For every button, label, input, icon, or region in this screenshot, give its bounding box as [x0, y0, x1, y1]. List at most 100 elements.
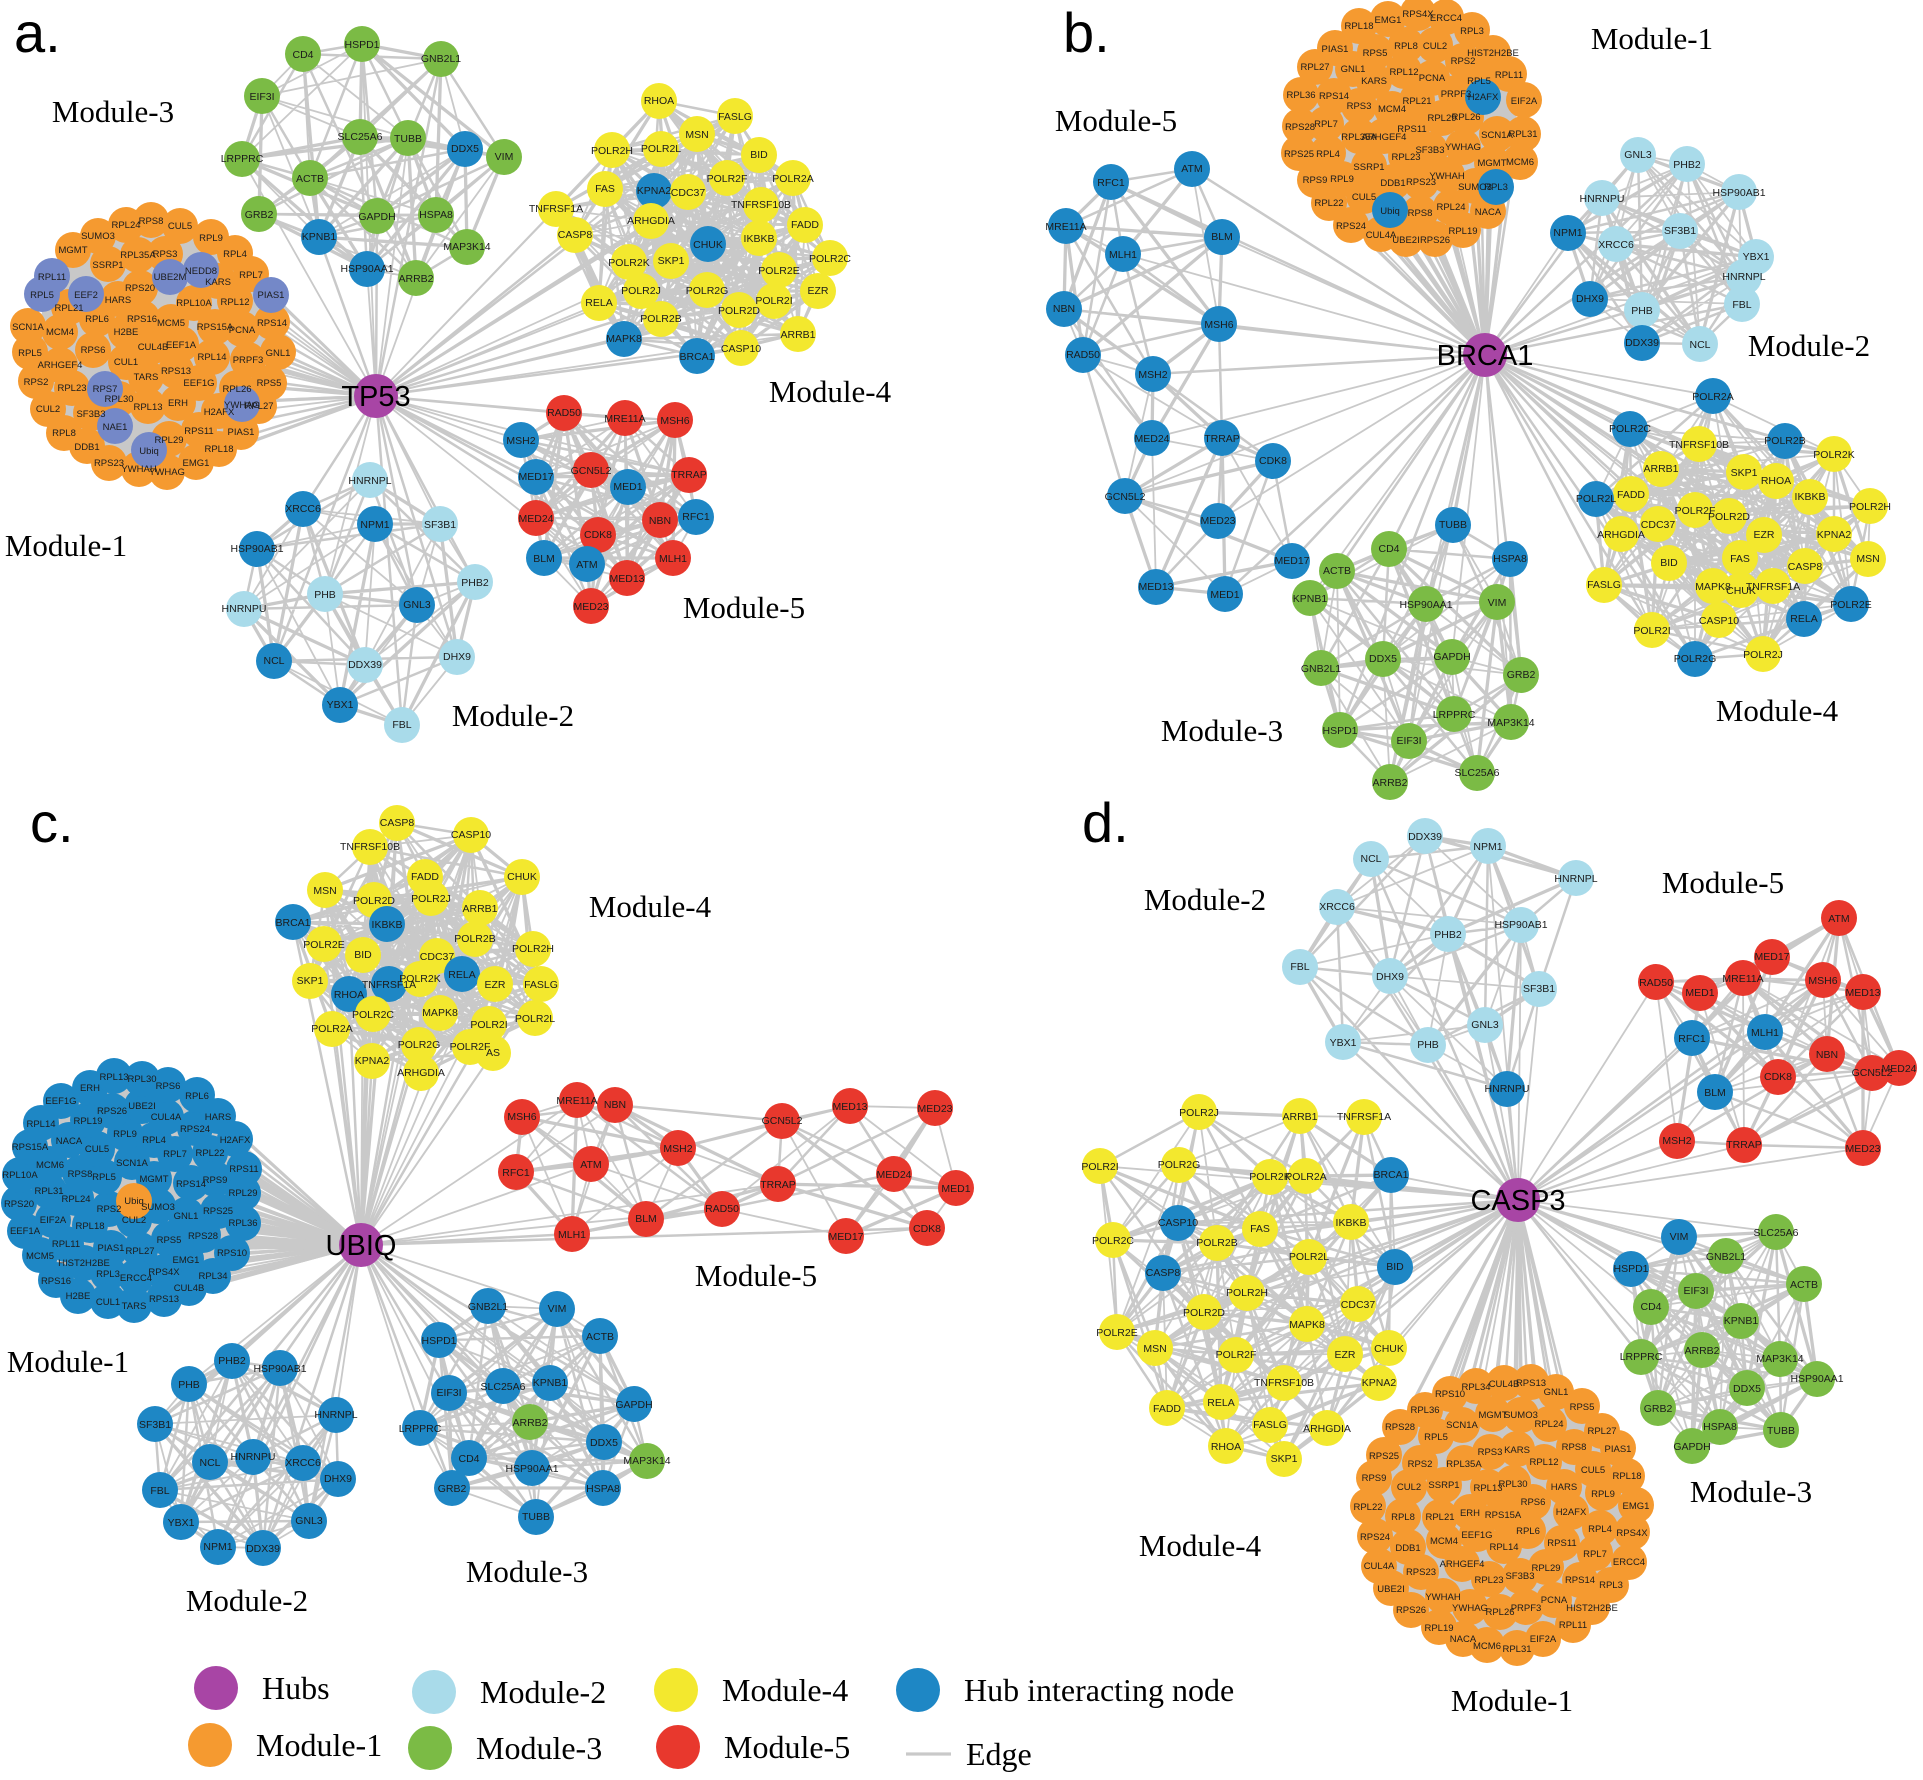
- svg-text:Module-1: Module-1: [7, 1344, 129, 1379]
- svg-text:RPS2: RPS2: [97, 1204, 122, 1215]
- svg-text:CUL4A: CUL4A: [1364, 1561, 1395, 1572]
- svg-text:SKP1: SKP1: [1731, 467, 1758, 479]
- svg-text:SF3B3: SF3B3: [76, 409, 105, 420]
- svg-text:YWHAG: YWHAG: [1452, 1603, 1488, 1614]
- svg-text:MCM6: MCM6: [36, 1160, 64, 1171]
- svg-text:Module-2: Module-2: [452, 698, 574, 733]
- svg-text:POLR2I: POLR2I: [1081, 1161, 1118, 1173]
- svg-text:HSPD1: HSPD1: [1613, 1263, 1648, 1275]
- svg-text:RPL10A: RPL10A: [2, 1170, 38, 1181]
- svg-text:HARS: HARS: [1551, 1482, 1577, 1493]
- svg-text:POLR2B: POLR2B: [454, 933, 495, 945]
- svg-text:DDX5: DDX5: [590, 1437, 618, 1449]
- svg-text:SF3B1: SF3B1: [139, 1419, 171, 1431]
- svg-text:TNFRSF10B: TNFRSF10B: [731, 199, 791, 211]
- svg-text:EMG1: EMG1: [1623, 1501, 1650, 1512]
- svg-text:POLR2G: POLR2G: [398, 1039, 441, 1051]
- svg-text:RPL24: RPL24: [111, 220, 140, 231]
- svg-text:RPS10: RPS10: [217, 1248, 247, 1259]
- svg-text:RPL31: RPL31: [1502, 1644, 1531, 1655]
- svg-text:RPS2: RPS2: [24, 377, 49, 388]
- svg-text:POLR2F: POLR2F: [450, 1041, 491, 1053]
- svg-text:ACTB: ACTB: [1790, 1279, 1818, 1291]
- svg-text:KPNB1: KPNB1: [1724, 1315, 1759, 1327]
- svg-text:DHX9: DHX9: [1576, 293, 1604, 305]
- svg-text:CD4: CD4: [1378, 543, 1399, 555]
- svg-text:Module-4: Module-4: [722, 1672, 848, 1708]
- svg-text:YWHAH: YWHAH: [1425, 1592, 1461, 1603]
- svg-text:FAS: FAS: [595, 183, 615, 195]
- svg-text:CUL5: CUL5: [168, 221, 192, 232]
- svg-text:MCM4: MCM4: [46, 327, 74, 338]
- svg-text:PIAS1: PIAS1: [258, 290, 285, 301]
- svg-text:RPL5: RPL5: [18, 348, 42, 359]
- svg-text:TP53: TP53: [341, 381, 410, 413]
- svg-text:PHB: PHB: [178, 1379, 200, 1391]
- svg-text:EZR: EZR: [808, 285, 829, 297]
- svg-text:MGMT: MGMT: [58, 245, 87, 256]
- svg-text:BLM: BLM: [1211, 231, 1233, 243]
- svg-text:RPL21: RPL21: [54, 303, 83, 314]
- svg-text:Module-3: Module-3: [466, 1554, 588, 1589]
- svg-text:RPL7: RPL7: [1314, 119, 1338, 130]
- svg-text:RPL19: RPL19: [1424, 1623, 1453, 1634]
- svg-text:POLR2A: POLR2A: [1285, 1171, 1326, 1183]
- svg-text:MCM5: MCM5: [157, 318, 185, 329]
- svg-text:MED17: MED17: [828, 1231, 863, 1243]
- svg-text:CHUK: CHUK: [1726, 585, 1756, 597]
- svg-text:CDK8: CDK8: [584, 529, 612, 541]
- svg-text:PHB: PHB: [1417, 1039, 1439, 1051]
- svg-text:BID: BID: [354, 949, 372, 961]
- svg-text:RPS11: RPS11: [229, 1164, 258, 1175]
- svg-text:RPS24: RPS24: [1360, 1532, 1390, 1543]
- svg-text:Edge: Edge: [966, 1736, 1032, 1772]
- svg-text:MSN: MSN: [313, 885, 336, 897]
- svg-text:CUL2: CUL2: [122, 1215, 146, 1226]
- svg-text:POLR2C: POLR2C: [1092, 1235, 1134, 1247]
- svg-text:SCN1A: SCN1A: [1446, 1420, 1478, 1431]
- svg-text:RPL3: RPL3: [1460, 26, 1484, 37]
- svg-text:RHOA: RHOA: [644, 95, 674, 107]
- svg-text:Hubs: Hubs: [262, 1670, 330, 1706]
- svg-text:HNRNPU: HNRNPU: [1485, 1083, 1530, 1095]
- svg-text:ARHGEF4: ARHGEF4: [1362, 132, 1407, 143]
- svg-text:MED17: MED17: [1274, 555, 1309, 567]
- svg-text:MCM4: MCM4: [1430, 1536, 1458, 1547]
- svg-text:RPS14: RPS14: [1319, 91, 1349, 102]
- svg-text:CASP10: CASP10: [451, 829, 491, 841]
- svg-text:RPS14: RPS14: [257, 318, 287, 329]
- svg-text:CUL4B: CUL4B: [174, 1283, 205, 1294]
- svg-text:RPS15A: RPS15A: [197, 322, 234, 333]
- svg-text:CUL2: CUL2: [1423, 41, 1447, 52]
- svg-text:SCN1A: SCN1A: [12, 322, 44, 333]
- svg-text:AS: AS: [486, 1047, 500, 1059]
- svg-text:EZR: EZR: [1335, 1349, 1356, 1361]
- svg-text:POLR2F: POLR2F: [707, 173, 748, 185]
- svg-text:H2BE: H2BE: [66, 1291, 91, 1302]
- svg-text:FADD: FADD: [1617, 489, 1645, 501]
- svg-text:GNL1: GNL1: [1341, 64, 1366, 75]
- svg-text:Module-1: Module-1: [1451, 1683, 1573, 1718]
- svg-text:PHB2: PHB2: [1434, 929, 1462, 941]
- svg-text:TUBB: TUBB: [1767, 1425, 1795, 1437]
- svg-text:MGMT: MGMT: [1477, 158, 1506, 169]
- svg-text:HNRNPL: HNRNPL: [348, 475, 391, 487]
- svg-text:CD4: CD4: [458, 1453, 479, 1465]
- svg-text:RPL30: RPL30: [1498, 1479, 1527, 1490]
- svg-text:RFC1: RFC1: [1097, 177, 1125, 189]
- svg-text:CASP8: CASP8: [558, 229, 593, 241]
- svg-text:FBL: FBL: [1732, 299, 1751, 311]
- svg-text:CD4: CD4: [292, 49, 313, 61]
- svg-text:YBX1: YBX1: [168, 1517, 195, 1529]
- svg-text:RPL30: RPL30: [104, 394, 133, 405]
- svg-text:MED24: MED24: [876, 1169, 911, 1181]
- svg-text:MED13: MED13: [1845, 987, 1880, 999]
- svg-text:CDC37: CDC37: [1641, 519, 1676, 531]
- svg-text:TNFRSF1A: TNFRSF1A: [1337, 1111, 1391, 1123]
- svg-text:MSN: MSN: [685, 129, 708, 141]
- svg-text:MSH6: MSH6: [660, 415, 689, 427]
- svg-text:NPM1: NPM1: [360, 519, 389, 531]
- svg-text:KPNA2: KPNA2: [1817, 529, 1852, 541]
- svg-text:RFC1: RFC1: [682, 511, 710, 523]
- svg-text:RHOA: RHOA: [334, 989, 364, 1001]
